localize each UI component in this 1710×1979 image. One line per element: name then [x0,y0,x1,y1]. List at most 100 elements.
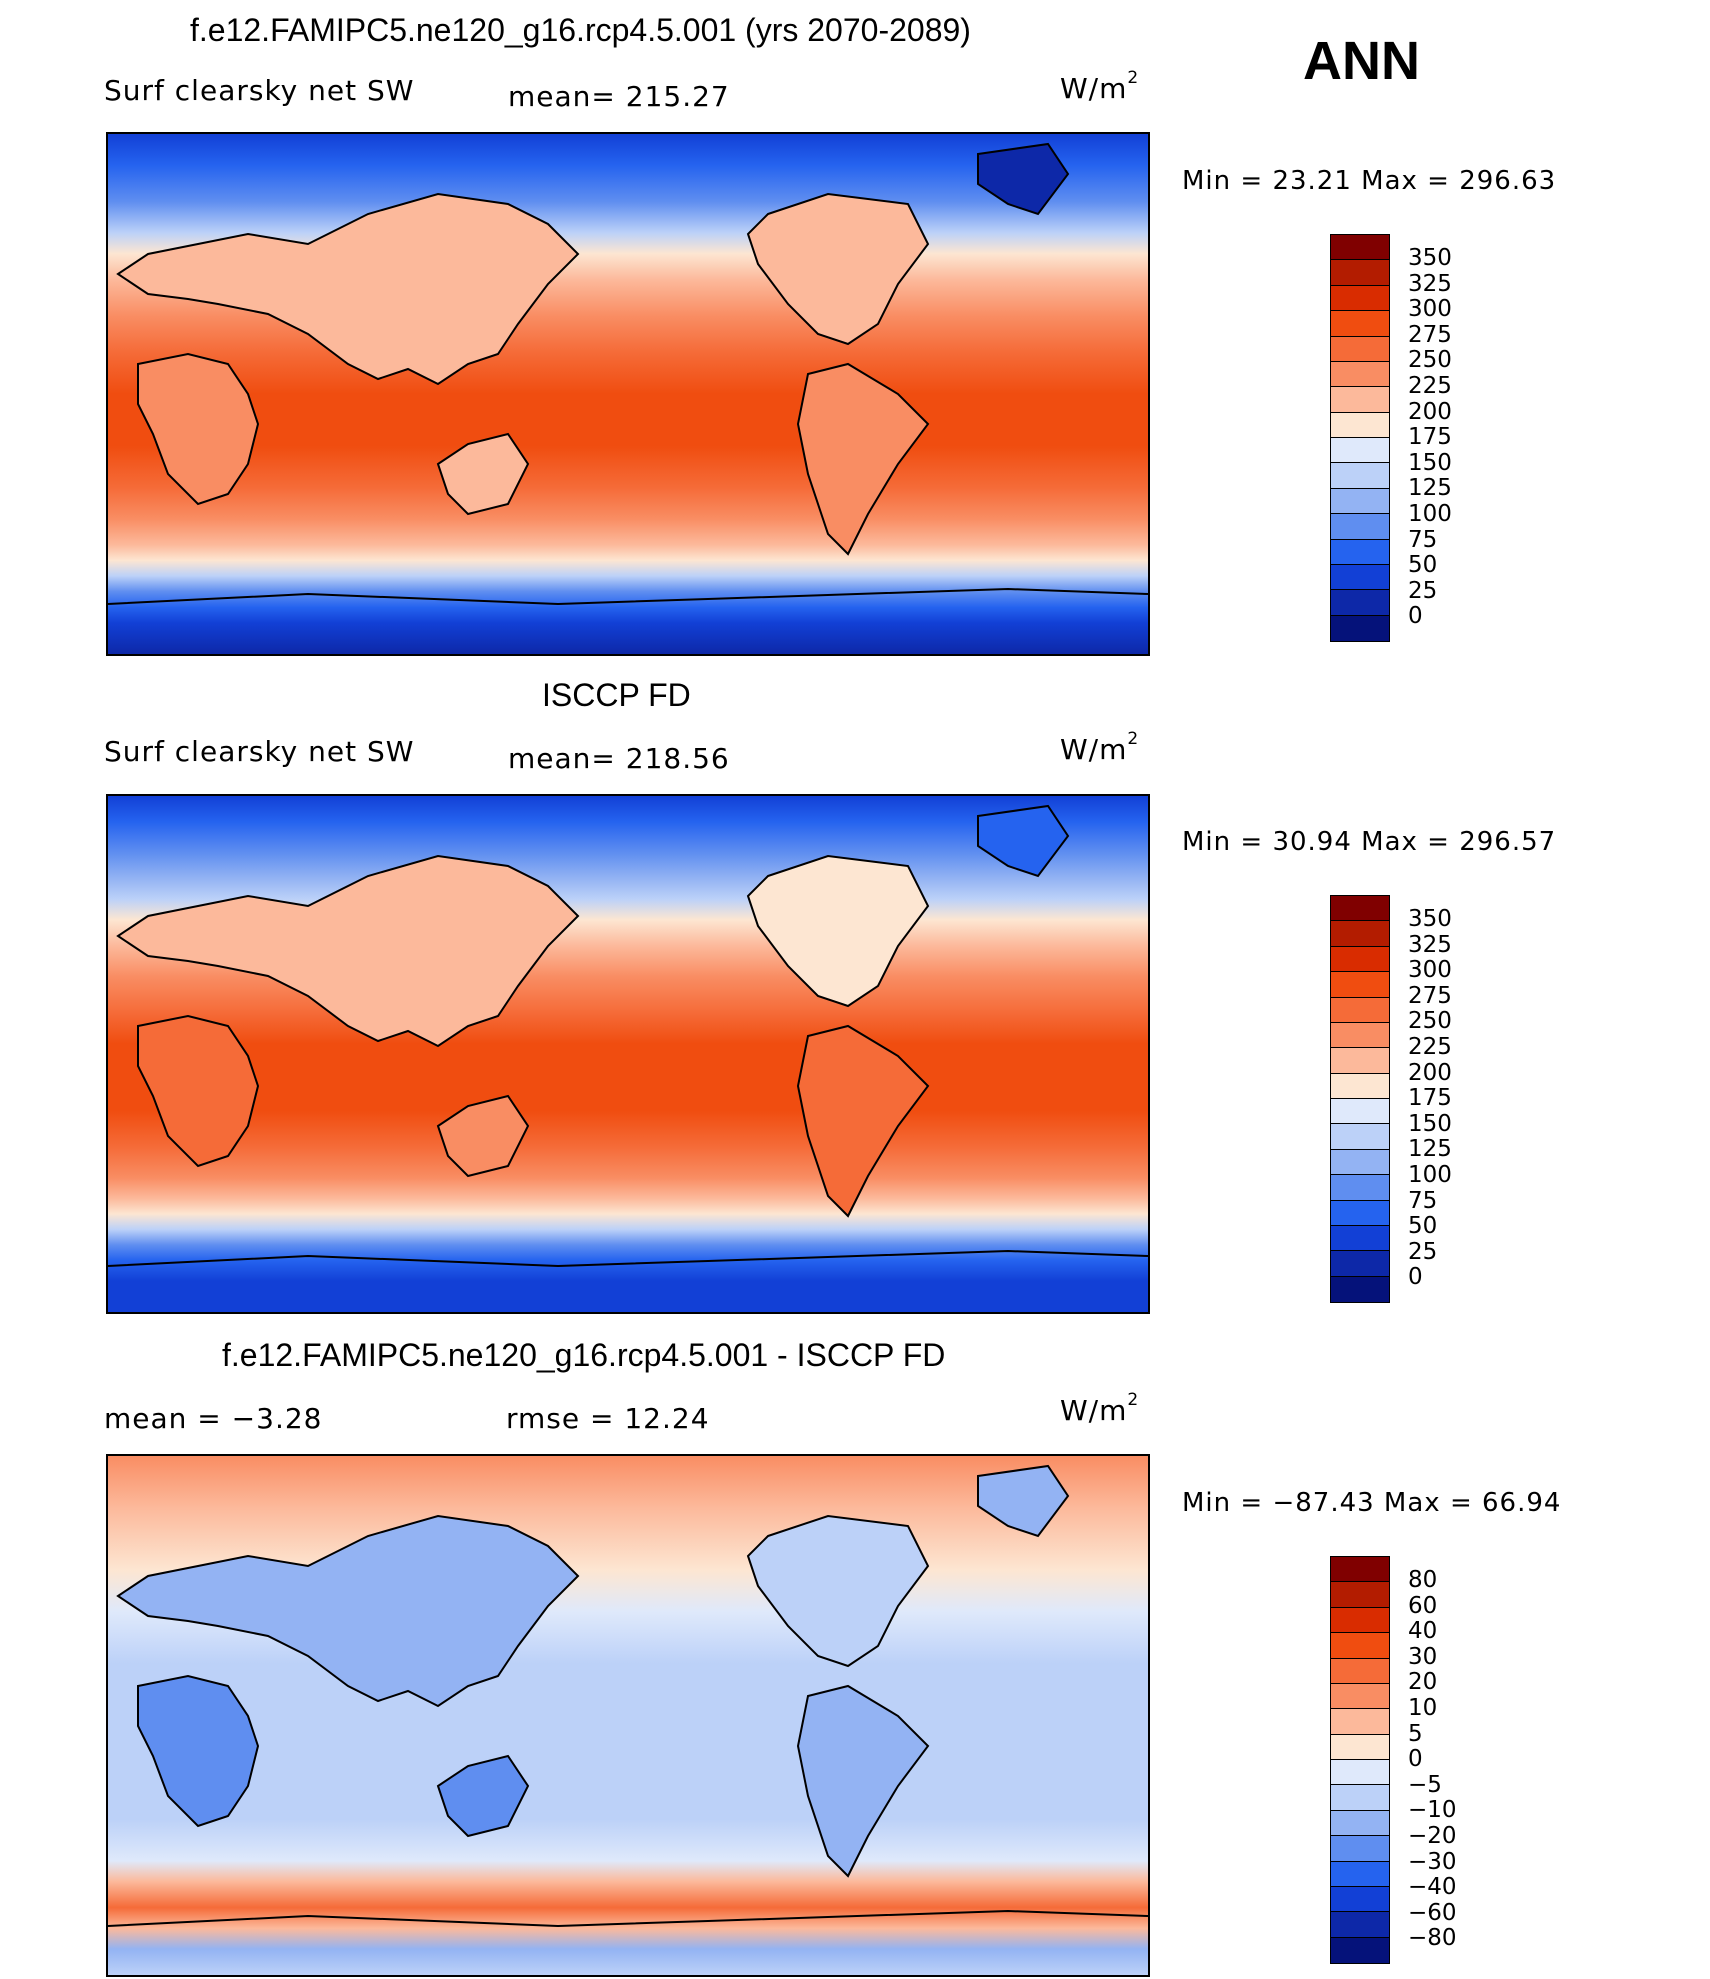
panel1-units: W/m2 [1060,68,1140,105]
colorbar-level-label: 0 [1408,603,1423,630]
colorbar-swatch [1331,1810,1389,1837]
colorbar-level-label: 325 [1408,270,1452,297]
colorbar-swatch [1331,921,1389,947]
colorbar-swatch [1331,285,1389,312]
panel3-map-svg [108,1456,1148,1975]
colorbar-swatch [1331,590,1389,616]
colorbar-swatch [1331,336,1389,362]
colorbar-level-label: 30 [1408,1643,1438,1670]
colorbar-swatch [1331,972,1389,998]
colorbar-swatch [1331,1048,1389,1074]
colorbar-level-label: −5 [1408,1771,1442,1798]
panel2-continents [108,804,1148,1268]
colorbar-swatch [1331,260,1389,286]
panel1-title: f.e12.FAMIPC5.ne120_g16.rcp4.5.001 (yrs … [190,12,971,48]
colorbar-level-label: 75 [1408,1187,1438,1214]
panel1-colorbar-labels: 350 325 300 275 250 225 200 175 150 125 100 75 50 25 0 [1408,245,1452,630]
colorbar-level-label: 0 [1408,1264,1423,1291]
colorbar-swatch [1331,1760,1389,1786]
colorbar-swatch [1331,1734,1389,1760]
colorbar-level-label: 325 [1408,931,1452,958]
panel3-colorbar [1330,1556,1390,1964]
panel2-units: W/m2 [1060,729,1140,766]
panel2-mean-label: mean= 218.56 [508,742,730,775]
colorbar-level-label: 200 [1408,398,1452,425]
panel3-units: W/m2 [1060,1390,1140,1427]
panel2-colorbar-labels: 350 325 300 275 250 225 200 175 150 125 100 75 50 25 0 [1408,906,1452,1291]
colorbar-swatch [1331,1099,1389,1125]
colorbar-level-label: 150 [1408,1110,1452,1137]
colorbar-swatch [1331,463,1389,489]
colorbar-swatch [1331,1200,1389,1226]
colorbar-swatch [1331,311,1389,337]
colorbar-level-label: 275 [1408,321,1452,348]
colorbar-level-label: 300 [1408,957,1452,984]
panel3-title: f.e12.FAMIPC5.ne120_g16.rcp4.5.001 - ISC… [222,1337,946,1373]
colorbar-level-label: −60 [1408,1899,1457,1926]
colorbar-level-label: 200 [1408,1059,1452,1086]
colorbar-level-label: −40 [1408,1874,1457,1901]
colorbar-level-label: −20 [1408,1822,1457,1849]
colorbar-swatch [1331,1022,1389,1049]
panel2-map-svg [108,796,1148,1312]
colorbar-swatch [1331,946,1389,973]
colorbar-level-label: 350 [1408,906,1452,932]
colorbar-swatch [1331,896,1389,922]
colorbar-swatch [1331,438,1389,464]
colorbar-level-label: 225 [1408,1033,1452,1060]
colorbar-level-label: 100 [1408,500,1452,527]
panel2-minmax: Min = 30.94 Max = 296.57 [1182,827,1557,857]
colorbar-level-label: 10 [1408,1694,1438,1721]
colorbar-swatch [1331,361,1389,388]
colorbar-swatch [1331,1861,1389,1887]
colorbar-level-label: 250 [1408,347,1452,374]
colorbar-swatch [1331,1709,1389,1735]
colorbar-swatch [1331,514,1389,540]
colorbar-level-label: 25 [1408,1238,1438,1265]
colorbar-level-label: 350 [1408,245,1452,271]
colorbar-level-label: 175 [1408,1085,1452,1112]
colorbar-level-label: 40 [1408,1618,1438,1645]
season-label: ANN [1303,31,1420,91]
colorbar-level-label: 80 [1408,1567,1438,1593]
colorbar-level-label: 125 [1408,475,1452,502]
colorbar-swatch [1331,1607,1389,1634]
colorbar-level-label: 275 [1408,982,1452,1009]
panel1-variable-label: Surf clearsky net SW [104,74,415,107]
colorbar-level-label: 5 [1408,1720,1423,1747]
panel2-title: ISCCP FD [542,677,691,713]
panel3-minmax: Min = −87.43 Max = 66.94 [1182,1488,1562,1518]
colorbar-level-label: 125 [1408,1136,1452,1163]
panel3-continents [108,1464,1148,1928]
panel3-map [106,1454,1150,1977]
colorbar-swatch [1331,1149,1389,1176]
panel2-variable-label: Surf clearsky net SW [104,735,415,768]
colorbar-level-label: 175 [1408,424,1452,451]
colorbar-swatch [1331,1683,1389,1710]
colorbar-swatch [1331,1582,1389,1608]
colorbar-swatch [1331,488,1389,515]
colorbar-level-label: 225 [1408,372,1452,399]
colorbar-level-label: 150 [1408,449,1452,476]
colorbar-swatch [1331,1073,1389,1099]
colorbar-swatch [1331,1836,1389,1862]
panel3-mean-label: mean = −3.28 [104,1402,323,1435]
colorbar-swatch [1331,1251,1389,1277]
colorbar-swatch [1331,1557,1389,1583]
colorbar-swatch [1331,1633,1389,1659]
colorbar-level-label: 75 [1408,526,1438,553]
colorbar-swatch [1331,615,1389,641]
colorbar-level-label: 250 [1408,1008,1452,1035]
colorbar-swatch [1331,1276,1389,1302]
colorbar-level-label: 25 [1408,577,1438,604]
panel2-map [106,794,1150,1314]
colorbar-swatch [1331,1175,1389,1201]
colorbar-level-label: 0 [1408,1746,1423,1773]
colorbar-swatch [1331,1658,1389,1684]
panel1-mean-label: mean= 215.27 [508,80,730,113]
colorbar-level-label: 50 [1408,1213,1438,1240]
colorbar-level-label: 20 [1408,1669,1438,1696]
colorbar-level-label: 100 [1408,1161,1452,1188]
panel1-continents [108,142,1148,606]
colorbar-swatch [1331,564,1389,591]
